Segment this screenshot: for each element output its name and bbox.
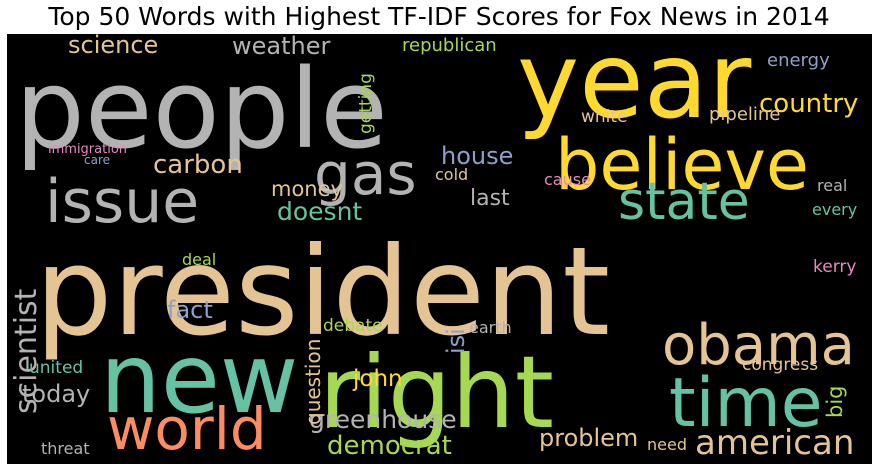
word-new: new: [100, 323, 298, 435]
word-obama: obama: [662, 313, 855, 378]
word-state: state: [618, 172, 750, 232]
word-right: right: [319, 334, 554, 451]
chart-title: Top 50 Words with Highest TF-IDF Scores …: [48, 2, 830, 31]
word-doesnt: doesnt: [277, 197, 362, 226]
word-threat: threat: [41, 439, 90, 458]
word-isi: isi: [442, 328, 470, 354]
word-cloud-canvas: president people year right new believe issue t…: [7, 34, 872, 464]
word-carbon: carbon: [153, 150, 243, 180]
word-energy: energy: [767, 50, 830, 71]
word-weather: weather: [232, 34, 330, 60]
word-cause: cause: [544, 170, 591, 189]
word-cold: cold: [435, 165, 468, 184]
word-world: world: [107, 395, 267, 463]
word-need: need: [647, 435, 687, 454]
word-last: last: [470, 186, 510, 211]
word-kerry: kerry: [813, 257, 856, 277]
word-big: big: [823, 386, 847, 419]
word-every: every: [812, 200, 857, 219]
word-pipeline: pipeline: [709, 104, 780, 125]
word-gas: gas: [314, 140, 417, 208]
word-united: united: [29, 358, 83, 378]
word-real: real: [817, 176, 847, 195]
word-money: money: [271, 177, 343, 201]
word-earth: earth: [469, 318, 512, 337]
word-immigration: immigration: [48, 142, 127, 157]
word-debate: debate: [323, 316, 383, 336]
word-year: year: [517, 34, 752, 142]
word-issue: issue: [45, 167, 199, 237]
word-scientist: scientist: [9, 288, 44, 414]
word-problem: problem: [539, 424, 638, 452]
word-democrat: democrat: [327, 431, 452, 461]
word-congress: congress: [742, 355, 818, 375]
word-science: science: [68, 34, 158, 59]
word-believe: believe: [555, 124, 809, 206]
word-question: question: [301, 339, 325, 425]
word-white: white: [581, 107, 628, 127]
word-deal: deal: [182, 250, 216, 269]
word-john: john: [352, 366, 403, 392]
word-republican: republican: [402, 35, 497, 56]
word-house: house: [441, 142, 513, 170]
word-getting: getting: [356, 73, 376, 134]
word-today: today: [22, 380, 90, 408]
word-people: people: [15, 45, 388, 173]
word-greenhouse: greenhouse: [309, 405, 457, 434]
word-american: american: [695, 423, 854, 463]
word-time: time: [669, 364, 823, 443]
word-care: care: [84, 153, 110, 167]
word-fact: fact: [167, 296, 213, 324]
word-president: president: [35, 221, 610, 363]
word-country: country: [759, 89, 858, 119]
